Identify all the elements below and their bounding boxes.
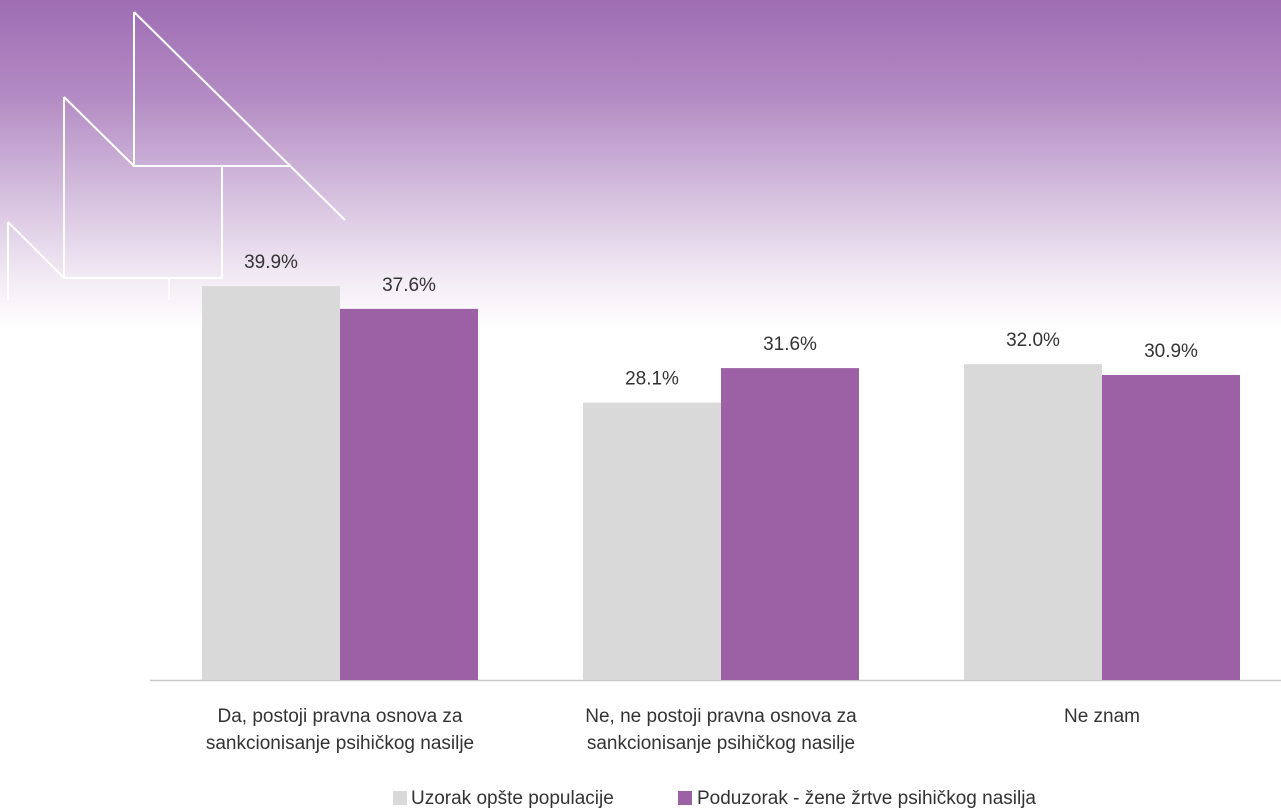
bar-victims-0 — [340, 308, 478, 680]
value-label-victims-1: 31.6% — [763, 334, 817, 355]
bar-general-1 — [583, 402, 721, 680]
legend-label-general: Uzorak opšte populacije — [411, 788, 614, 809]
bar-general-0 — [202, 286, 340, 680]
category-label-0-line-1: sankcionisanje psihičkog nasilje — [206, 733, 474, 754]
legend-label-victims: Poduzorak - žene žrtve psihičkog nasilja — [697, 788, 1036, 809]
decor-line-4 — [7, 221, 65, 279]
legend-swatch-victims — [678, 791, 692, 805]
decor-line-3 — [63, 96, 135, 167]
category-label-1-line-0: Ne, ne postoji pravna osnova za — [585, 706, 857, 727]
bar-victims-1 — [721, 368, 859, 680]
decor-line-1 — [133, 11, 346, 221]
decor-line-2 — [63, 97, 223, 279]
category-label-1-line-1: sankcionisanje psihičkog nasilje — [587, 733, 855, 754]
legend-swatch-general — [393, 791, 407, 805]
value-label-victims-2: 30.9% — [1144, 341, 1198, 362]
bar-victims-2 — [1102, 375, 1240, 680]
value-label-victims-0: 37.6% — [382, 275, 436, 296]
category-label-2-line-0: Ne znam — [1064, 706, 1140, 727]
value-label-general-0: 39.9% — [244, 252, 298, 273]
legend: Uzorak opšte populacije Poduzorak - žene … — [393, 788, 1036, 809]
bar-general-2 — [964, 364, 1102, 680]
decorative-triangles — [7, 11, 346, 300]
value-label-general-1: 28.1% — [625, 369, 679, 390]
category-label-0-line-0: Da, postoji pravna osnova za — [217, 706, 462, 727]
value-label-general-2: 32.0% — [1006, 330, 1060, 351]
